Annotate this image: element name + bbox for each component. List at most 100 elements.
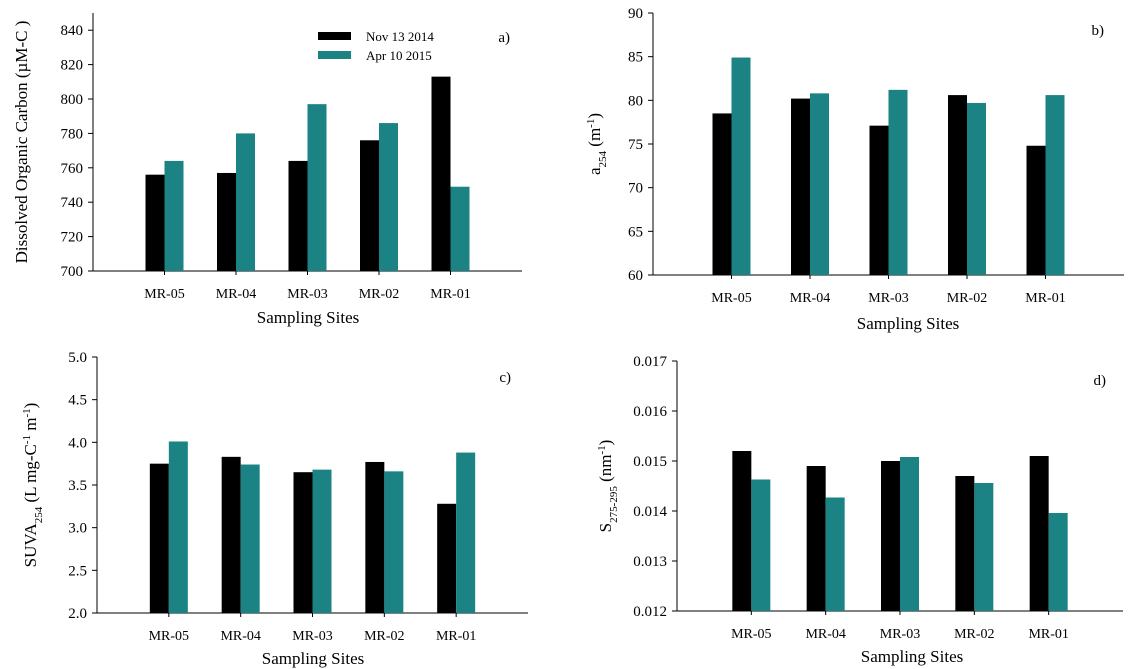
y-tick-label: 2.0 xyxy=(68,606,87,622)
y-tick-label: 85 xyxy=(628,50,643,66)
y-axis-title-part: -1 xyxy=(21,408,33,417)
bar-mr-03-series-2 xyxy=(888,89,908,275)
bar-mr-03-series-2 xyxy=(900,457,919,611)
x-tick-label: MR-04 xyxy=(805,627,845,642)
panel-label: b) xyxy=(1092,23,1105,39)
chart-panel-3: 2.0 2.5 3.0 3.5 4.0 4.5 5.0 MR-05 MR-04 MR-03 MR-0… xyxy=(21,350,528,668)
panel-label: d) xyxy=(1094,373,1107,389)
bar-mr-05-series-2 xyxy=(168,441,188,613)
bar-mr-01-series-1 xyxy=(431,76,451,271)
x-axis-title: Sampling Sites xyxy=(857,314,959,333)
x-tick-label: MR-05 xyxy=(711,291,751,306)
y-tick-label: 70 xyxy=(628,181,643,197)
bar-mr-03-series-1 xyxy=(881,461,900,611)
x-tick-label: MR-05 xyxy=(731,627,771,642)
legend: Nov 13 2014 Apr 10 2015 xyxy=(318,29,434,63)
bar-mr-03-series-1 xyxy=(869,125,889,275)
y-tick-label: 90 xyxy=(628,6,643,22)
bar-mr-02-series-1 xyxy=(955,476,975,611)
y-tick-label: 4.5 xyxy=(68,393,87,409)
x-tick-label: MR-01 xyxy=(1028,627,1068,642)
y-axis-title-part: ) xyxy=(21,403,40,409)
bar-mr-02-series-2 xyxy=(384,471,404,613)
bar-mr-03-series-2 xyxy=(312,469,332,613)
x-tick-label: MR-02 xyxy=(947,291,987,306)
x-tick-label: MR-04 xyxy=(216,287,256,302)
x-tick-label: MR-01 xyxy=(1025,291,1065,306)
y-axis-title-part: SUVA xyxy=(21,523,40,568)
bar-mr-01-series-2 xyxy=(1048,513,1068,611)
y-axis-title-part: 275-295 xyxy=(608,486,620,523)
y-axis-title-part: (L mg-C xyxy=(21,444,40,507)
y-tick-label: 0.013 xyxy=(633,554,667,570)
y-tick-label: 4.0 xyxy=(68,435,87,451)
bar-mr-04-series-2 xyxy=(825,497,845,611)
x-tick-label: MR-03 xyxy=(880,627,920,642)
bar-mr-01-series-2 xyxy=(456,452,476,613)
bar-mr-05-series-1 xyxy=(145,174,165,271)
y-tick-label: 75 xyxy=(628,137,643,153)
y-axis-title-part: (m xyxy=(585,128,604,151)
bar-mr-05-series-1 xyxy=(732,451,752,611)
chart-panel-4: 0.012 0.013 0.014 0.015 0.016 0.017 MR-05 MR-04… xyxy=(596,354,1123,666)
x-tick-label: MR-05 xyxy=(144,287,184,302)
bar-mr-04-series-1 xyxy=(221,456,241,613)
y-axis-title-part: ) xyxy=(596,440,615,446)
y-tick-label: 60 xyxy=(628,268,643,284)
bar-mr-04-series-2 xyxy=(810,93,829,275)
y-tick-label: 0.014 xyxy=(633,504,667,520)
bar-mr-01-series-1 xyxy=(1029,456,1049,611)
y-tick-label: 0.017 xyxy=(633,354,667,370)
panel-label: c) xyxy=(499,370,511,386)
bar-mr-02-series-1 xyxy=(948,95,967,276)
y-tick-label: 800 xyxy=(61,92,84,108)
bar-mr-04-series-1 xyxy=(791,98,810,275)
y-axis-title-part: 254 xyxy=(597,150,609,167)
y-tick-label: 760 xyxy=(61,161,84,177)
x-tick-label: MR-02 xyxy=(954,627,994,642)
bar-mr-02-series-2 xyxy=(974,483,994,611)
bar-mr-01-series-2 xyxy=(450,186,470,271)
bar-mr-02-series-2 xyxy=(379,123,398,271)
bar-mr-03-series-1 xyxy=(288,160,308,271)
bar-mr-05-series-1 xyxy=(149,463,169,613)
y-axis-title-part: 254 xyxy=(33,506,45,523)
y-axis-title: S275-295 (nm-1) xyxy=(596,440,620,533)
y-tick-label: 840 xyxy=(61,23,84,39)
y-tick-label: 780 xyxy=(61,126,84,142)
x-tick-label: MR-05 xyxy=(149,629,189,644)
bar-mr-02-series-2 xyxy=(967,102,986,275)
y-axis-title: SUVA254 (L mg-C-1 m-1) xyxy=(21,403,45,568)
y-tick-label: 2.5 xyxy=(68,563,87,579)
x-axis-title: Sampling Sites xyxy=(257,308,359,327)
bar-mr-05-series-2 xyxy=(751,479,771,611)
y-tick-label: 5.0 xyxy=(68,350,87,366)
y-axis-title-part: -1 xyxy=(21,435,33,444)
x-tick-label: MR-02 xyxy=(359,287,399,302)
x-tick-label: MR-03 xyxy=(868,291,908,306)
x-axis-title: Sampling Sites xyxy=(861,647,963,666)
legend-swatch-1 xyxy=(318,32,351,40)
bar-mr-04-series-1 xyxy=(806,466,826,611)
bar-mr-03-series-2 xyxy=(307,104,327,271)
x-axis-title: Sampling Sites xyxy=(262,649,364,668)
x-tick-label: MR-04 xyxy=(790,291,830,306)
x-tick-label: MR-04 xyxy=(220,629,260,644)
y-tick-label: 65 xyxy=(628,224,643,240)
bar-mr-05-series-2 xyxy=(164,160,184,271)
y-axis-title-part: -1 xyxy=(585,119,597,128)
bar-mr-04-series-2 xyxy=(236,133,255,271)
x-tick-label: MR-03 xyxy=(292,629,332,644)
y-tick-label: 0.016 xyxy=(633,404,667,420)
x-tick-label: MR-02 xyxy=(364,629,404,644)
bar-mr-01-series-1 xyxy=(437,503,457,613)
y-axis-title-part: S xyxy=(596,523,615,532)
y-tick-label: 740 xyxy=(61,195,84,211)
y-tick-label: 3.0 xyxy=(68,521,87,537)
panel-label: a) xyxy=(498,30,510,46)
bar-mr-04-series-1 xyxy=(217,172,236,271)
y-tick-label: 3.5 xyxy=(68,478,87,494)
legend-label-1: Nov 13 2014 xyxy=(366,29,434,44)
y-tick-label: 80 xyxy=(628,93,643,109)
